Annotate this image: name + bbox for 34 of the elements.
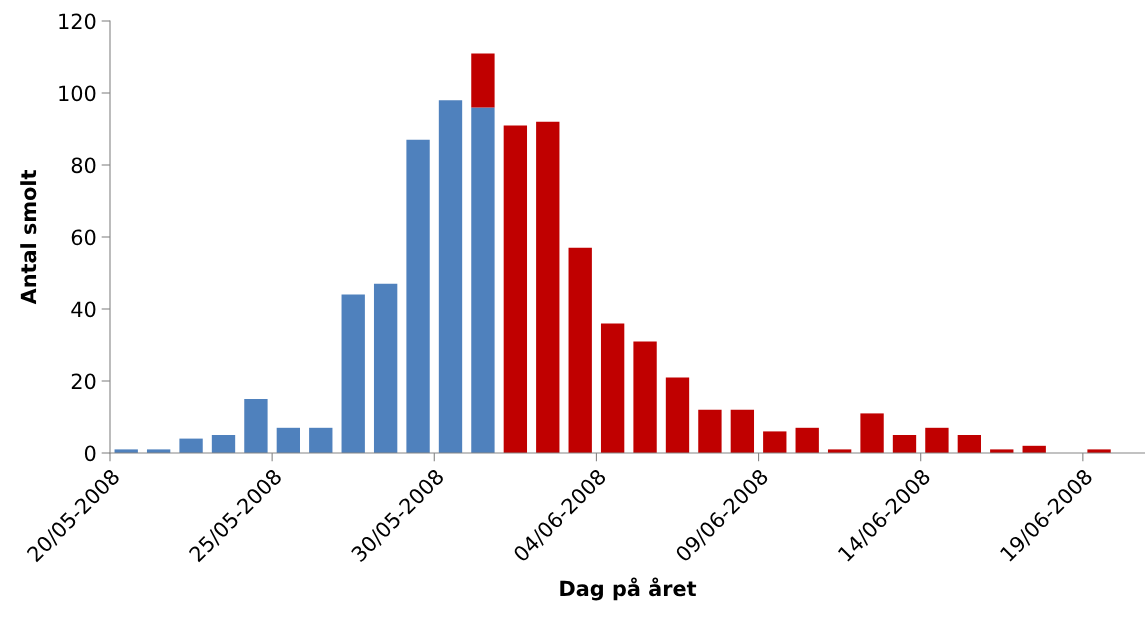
bar <box>276 427 301 453</box>
bar <box>471 53 495 108</box>
bar <box>438 100 463 453</box>
bar <box>925 427 949 453</box>
bar <box>341 294 365 453</box>
bar <box>698 409 722 453</box>
y-axis-title: Antal smolt <box>20 170 37 305</box>
bar <box>179 438 203 453</box>
bar <box>730 409 755 453</box>
bar <box>244 399 268 453</box>
y-tick-label: 100 <box>59 85 96 102</box>
bar <box>633 341 657 453</box>
bar <box>860 413 884 453</box>
y-tick-label: 120 <box>59 13 96 30</box>
bar <box>406 139 430 453</box>
y-tick-label: 80 <box>71 157 96 174</box>
bar <box>795 427 819 453</box>
bar <box>600 323 625 453</box>
x-axis-title: Dag på året <box>560 577 697 601</box>
bar <box>373 283 398 453</box>
bar <box>309 427 333 453</box>
bar <box>568 247 592 453</box>
bar <box>471 107 495 453</box>
bar <box>763 431 787 453</box>
y-tick-label: 60 <box>71 229 96 246</box>
bar <box>211 435 236 453</box>
bar <box>957 435 982 453</box>
y-tick-label: 0 <box>84 445 96 462</box>
bar <box>503 125 528 453</box>
y-tick-label: 20 <box>71 373 96 390</box>
bar <box>665 377 690 453</box>
bar <box>892 435 917 453</box>
y-tick-label: 40 <box>71 301 96 318</box>
bar <box>536 121 560 453</box>
